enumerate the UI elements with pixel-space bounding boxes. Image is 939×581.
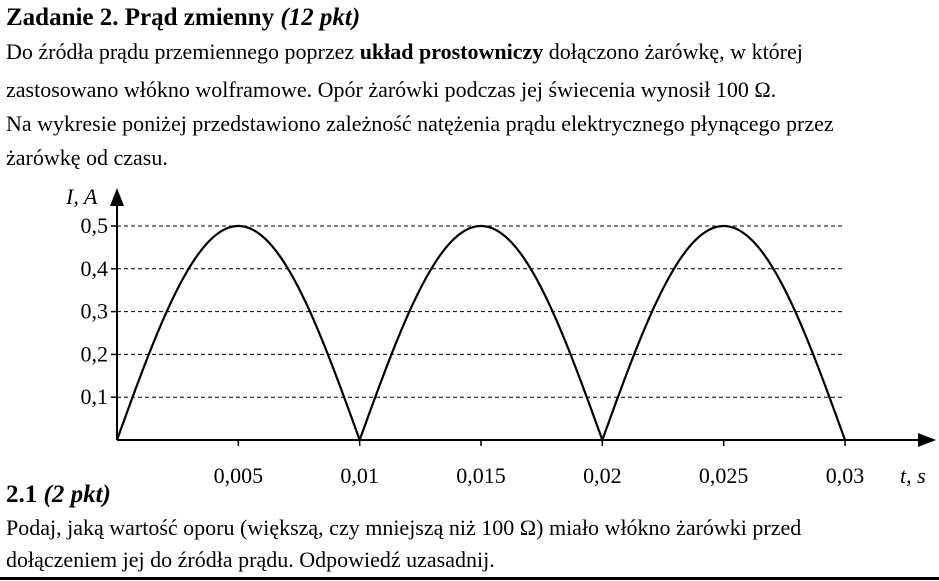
subtask-heading: 2.1 (2 pkt): [6, 481, 111, 509]
intro-line-3: Na wykresie poniżej przedstawiono zależn…: [6, 111, 834, 136]
task-title-main: Zadanie 2. Prąd zmienny: [6, 4, 275, 31]
x-axis-arrow: [918, 433, 936, 447]
y-axis-label: I, A: [65, 184, 98, 209]
intro-line-2: zastosowano włókno wolframowe. Opór żaró…: [6, 77, 777, 102]
x-tick-label: 0,01: [340, 463, 379, 488]
x-tick-label: 0,005: [214, 463, 264, 488]
chart-tick-labels: 0,1 0,2 0,3 0,4 0,5 0,005 0,01 0,015 0,02 0,025 0,…: [81, 213, 865, 488]
x-axis-label: t, s: [900, 463, 926, 488]
page-bottom-rule: [0, 577, 939, 580]
subtask-line-1: Podaj, jaką wartość oporu (większą, czy …: [6, 515, 802, 540]
intro-line-1-a: Do źródła prądu przemiennego poprzez: [6, 39, 355, 64]
chart-grid: [117, 225, 845, 398]
intro-line-1-b: dołączono żarówkę, w której: [548, 39, 803, 64]
intro-line-1: Do źródła prądu przemiennego poprzez ukł…: [6, 39, 803, 65]
current-curve: [115, 224, 847, 444]
chart-axes: [110, 188, 936, 447]
x-tick-label: 0,03: [826, 463, 865, 488]
y-tick-label: 0,1: [81, 384, 109, 409]
task-title-points: (12 pkt): [280, 4, 361, 31]
x-tick-label: 0,02: [583, 463, 622, 488]
y-tick-label: 0,4: [81, 256, 109, 281]
y-tick-label: 0,5: [81, 213, 109, 238]
subtask-number: 2.1: [6, 481, 38, 508]
x-tick-label: 0,025: [699, 463, 749, 488]
task-title: Zadanie 2. Prąd zmienny (12 pkt): [6, 4, 360, 32]
intro-line-4: żarówkę od czasu.: [6, 145, 168, 170]
intro-line-1-bold: układ prostowniczy: [359, 39, 544, 64]
chart-ticks: [111, 225, 846, 446]
y-tick-label: 0,3: [81, 299, 109, 324]
subtask-points: (2 pkt): [43, 481, 111, 508]
y-axis-arrow: [110, 188, 124, 206]
y-tick-label: 0,2: [81, 341, 109, 366]
x-tick-label: 0,015: [456, 463, 506, 488]
subtask-line-2: dołączeniem jej do źródła prądu. Odpowie…: [6, 547, 495, 572]
